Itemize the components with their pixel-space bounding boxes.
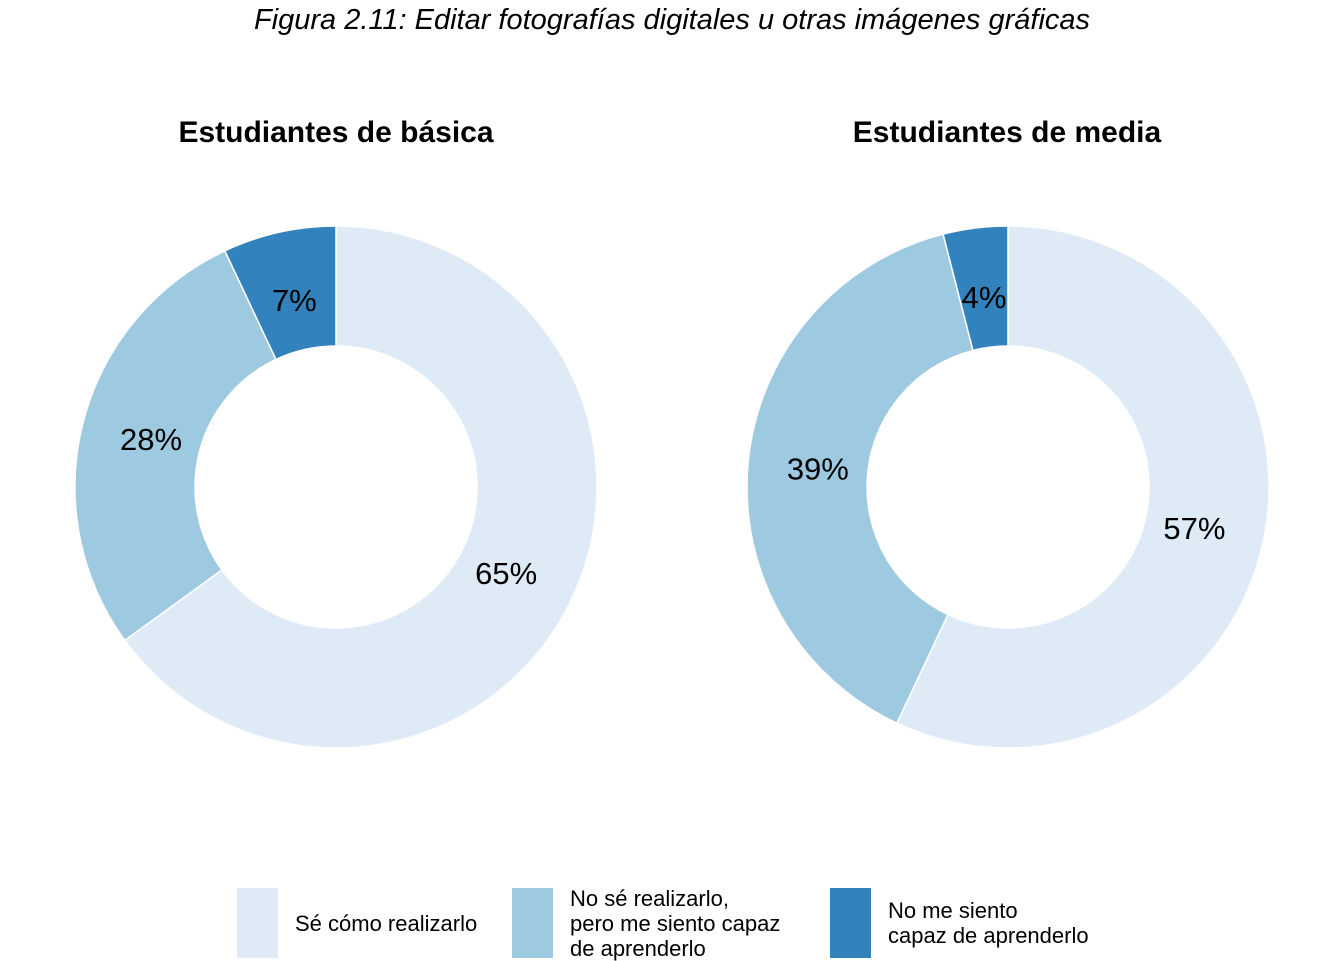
slice-label-1-2: 4%: [962, 280, 1007, 315]
figure-title: Figura 2.11: Editar fotografías digitale…: [253, 4, 1091, 36]
legend-label-line: de aprenderlo: [570, 935, 706, 961]
donut-chart-media: 57% 39% 4%: [746, 225, 1270, 749]
legend-label: No me siento capaz de aprenderlo: [888, 888, 1089, 958]
chart-title-basica: Estudiantes de básica: [178, 116, 494, 149]
legend-label-line: Sé cómo realizarlo: [295, 910, 478, 936]
donut-slice-0-0: [123, 225, 598, 749]
donut-charts: 65% 28% 7% 57% 39% 4%: [74, 225, 1270, 749]
donut-slice-0-2: [223, 225, 337, 361]
slice-label-1-0: 57%: [1163, 511, 1225, 546]
donut-slice-1-1: [746, 233, 974, 725]
legend-label-line: capaz de aprenderlo: [888, 923, 1089, 948]
donut-chart-basica: 65% 28% 7%: [74, 225, 598, 749]
legend-label: No sé realizarlo, pero me siento capaz de …: [570, 885, 781, 961]
slice-label-0-2: 7%: [272, 283, 317, 318]
donut-slice-1-0: [895, 225, 1270, 749]
slice-label-0-1: 28%: [120, 422, 182, 457]
legend: Sé cómo realizarlo No sé realizarlo, pero…: [0, 880, 1344, 961]
legend-swatch: [237, 888, 278, 958]
legend-swatch: [512, 888, 553, 958]
legend-label-line: No me siento: [888, 898, 1018, 923]
donut-slice-1-2: [942, 225, 1009, 352]
legend-label-line: pero me siento capaz: [570, 910, 781, 936]
donut-slice-0-1: [74, 249, 277, 642]
legend-label: Sé cómo realizarlo: [295, 888, 477, 958]
legend-swatch: [830, 888, 871, 958]
slice-label-0-0: 65%: [475, 556, 537, 591]
legend-label-line: No sé realizarlo,: [570, 885, 729, 911]
chart-title-media: Estudiantes de media: [852, 116, 1162, 149]
slice-label-1-1: 39%: [787, 452, 849, 487]
